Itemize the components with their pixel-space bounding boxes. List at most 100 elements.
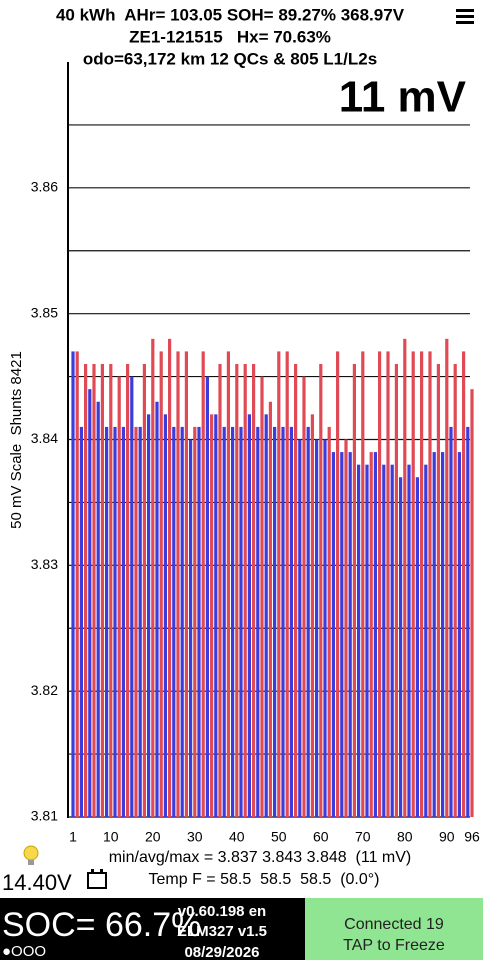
bar: [369, 452, 373, 817]
bar: [151, 338, 155, 817]
bar: [126, 364, 130, 817]
version-line: 08/29/2026: [184, 944, 259, 960]
bar: [399, 477, 403, 817]
plot: 3.81 3.82 3.83 3.84 3.85 3.86 1 10 20 30 40 50 60 70 8…: [31, 124, 480, 845]
bar: [365, 464, 369, 817]
bar: [184, 351, 188, 817]
menu-button[interactable]: [456, 9, 474, 24]
bar: [79, 426, 83, 817]
bar: [462, 351, 466, 817]
bar: [180, 426, 184, 817]
bar: [378, 351, 382, 817]
bar: [373, 452, 377, 817]
bar: [159, 351, 163, 817]
bar: [436, 364, 440, 817]
x-tick-label: 96: [464, 829, 480, 845]
bar: [197, 426, 201, 817]
y-tick-label: 3.85: [31, 304, 58, 320]
bar: [336, 351, 340, 817]
bar: [382, 464, 386, 817]
temperature-stats: Temp F = 58.5 58.5 58.5 (0.0°): [149, 871, 380, 888]
page-dots: ●OOO: [2, 943, 46, 960]
bar: [205, 376, 209, 817]
tap-label: TAP to Freeze: [343, 937, 445, 954]
bar: [231, 426, 235, 817]
bar: [327, 426, 331, 817]
bar: [88, 389, 92, 817]
bar: [315, 439, 319, 817]
bar: [352, 364, 356, 817]
battery-icon: [87, 869, 107, 889]
bar: [113, 426, 117, 817]
bar: [428, 351, 432, 817]
bar: [289, 426, 293, 817]
header-line: 40 kWh AHr= 103.05 SOH= 89.27% 368.97V: [56, 5, 405, 24]
bar: [390, 464, 394, 817]
bar: [415, 477, 419, 817]
bar: [319, 364, 323, 817]
bar: [285, 351, 289, 817]
bar: [432, 452, 436, 817]
bar: [394, 364, 398, 817]
header-line: ZE1-121515 Hx= 70.63%: [129, 27, 331, 46]
bar: [163, 414, 167, 817]
bar: [222, 426, 226, 817]
bar: [268, 401, 272, 817]
bar: [256, 426, 260, 817]
bar: [323, 439, 327, 817]
x-tick-label: 70: [355, 829, 371, 845]
y-axis-label: 50 mV Scale Shunts 8421: [8, 351, 25, 529]
bar: [193, 426, 197, 817]
bar: [117, 376, 121, 817]
bar: [344, 439, 348, 817]
bar: [310, 414, 314, 817]
bar: [176, 351, 180, 817]
x-tick-label: 90: [439, 829, 455, 845]
bar: [71, 351, 75, 817]
bar: [201, 351, 205, 817]
bar: [168, 338, 172, 817]
bar: [420, 351, 424, 817]
bar: [109, 364, 113, 817]
bar: [147, 414, 151, 817]
bar: [235, 364, 239, 817]
bar: [247, 414, 251, 817]
bar: [466, 426, 470, 817]
bar: [403, 338, 407, 817]
bar: [470, 389, 474, 817]
bar: [277, 351, 281, 817]
x-tick-label: 60: [313, 829, 329, 845]
bar: [424, 464, 428, 817]
bar: [298, 439, 302, 817]
x-tick-label: 10: [103, 829, 119, 845]
bar: [105, 426, 109, 817]
bar: [155, 401, 159, 817]
x-tick-label: 30: [187, 829, 203, 845]
bar: [411, 351, 415, 817]
bar: [121, 426, 125, 817]
x-tick-label: 40: [229, 829, 245, 845]
bar: [260, 376, 264, 817]
header-line: odo=63,172 km 12 QCs & 805 L1/L2s: [83, 49, 377, 68]
bar: [273, 426, 277, 817]
aux-voltage: 14.40V: [2, 870, 72, 895]
connect-button[interactable]: Connected 19 TAP to Freeze: [305, 898, 483, 960]
bar: [407, 464, 411, 817]
bar: [281, 426, 285, 817]
x-tick-label: 1: [69, 829, 77, 845]
bar: [441, 452, 445, 817]
bar: [96, 401, 100, 817]
y-tick-label: 3.86: [31, 179, 58, 195]
bar: [210, 414, 214, 817]
bar: [361, 351, 365, 817]
bar: [218, 364, 222, 817]
bar: [226, 351, 230, 817]
bar: [172, 426, 176, 817]
bulb-icon[interactable]: [23, 845, 39, 865]
bar: [348, 452, 352, 817]
bar: [294, 364, 298, 817]
spread-annotation: 11 mV: [339, 73, 467, 122]
bar: [386, 351, 390, 817]
x-tick-label: 80: [397, 829, 413, 845]
